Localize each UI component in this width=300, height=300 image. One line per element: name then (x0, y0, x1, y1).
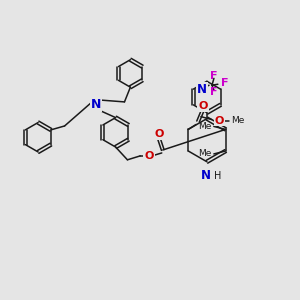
Text: N: N (197, 82, 207, 96)
Text: F: F (210, 87, 218, 97)
Text: O: O (215, 116, 224, 126)
Text: F: F (221, 78, 228, 88)
Text: O: O (154, 129, 164, 139)
Text: N: N (201, 169, 211, 182)
Text: O: O (144, 151, 154, 161)
Text: H: H (214, 171, 221, 181)
Text: N: N (91, 98, 101, 111)
Text: Me: Me (199, 122, 212, 131)
Text: Me: Me (231, 116, 245, 125)
Text: O: O (198, 101, 208, 111)
Text: Me: Me (199, 149, 212, 158)
Text: F: F (210, 71, 218, 81)
